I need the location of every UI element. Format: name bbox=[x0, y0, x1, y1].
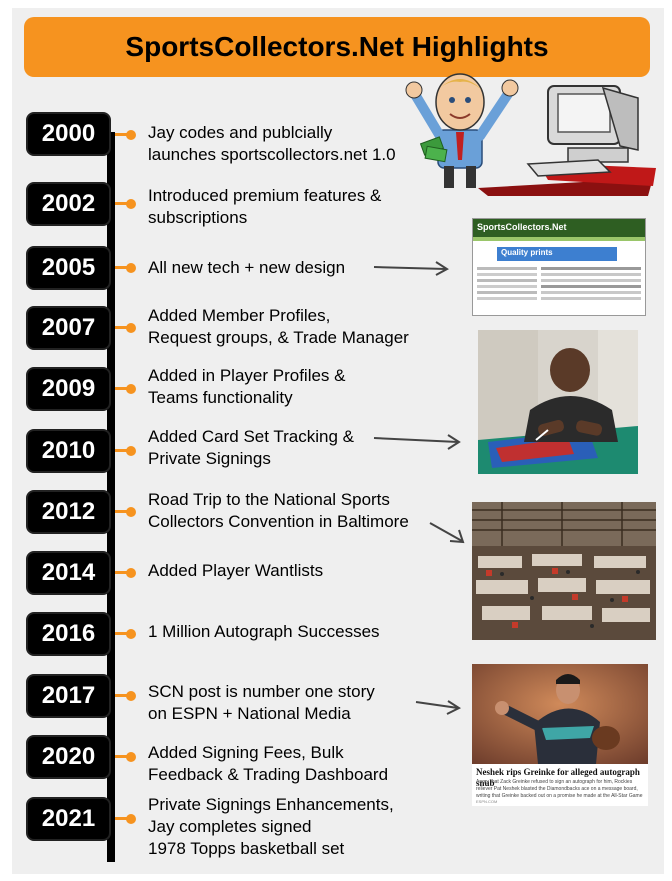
news-body: Angry that Zack Greinke refused to sign … bbox=[476, 779, 643, 799]
event-text: Added in Player Profiles & Teams functio… bbox=[148, 366, 346, 407]
year-badge: 2005 bbox=[26, 246, 111, 290]
timeline-dot bbox=[126, 446, 136, 456]
year-badge: 2000 bbox=[26, 112, 111, 156]
timeline-dot bbox=[126, 814, 136, 824]
connector bbox=[115, 387, 127, 390]
convention-hall-photo bbox=[472, 502, 656, 640]
event-text: 1 Million Autograph Successes bbox=[148, 622, 380, 641]
event-text: Added Card Set Tracking & Private Signin… bbox=[148, 427, 355, 468]
year-badge: 2021 bbox=[26, 797, 111, 841]
year-badge: 2002 bbox=[26, 182, 111, 226]
site-main-text bbox=[541, 267, 641, 300]
arrow-right-icon bbox=[373, 261, 449, 276]
news-source: ESPN.COM bbox=[476, 799, 498, 804]
site-ad-banner: Quality prints bbox=[497, 247, 617, 261]
connector bbox=[115, 755, 127, 758]
timeline-dot bbox=[126, 130, 136, 140]
site-sidebar bbox=[477, 267, 537, 300]
event-text: Added Member Profiles, Request groups, &… bbox=[148, 306, 409, 347]
year-badge: 2017 bbox=[26, 674, 111, 718]
event-text: Jay codes and publcially launches sports… bbox=[148, 123, 396, 164]
private-signing-photo bbox=[478, 330, 638, 474]
timeline-dot bbox=[126, 199, 136, 209]
year-badge: 2016 bbox=[26, 612, 111, 656]
site-logo: SportsCollectors.Net bbox=[477, 222, 567, 232]
arrow-right-icon bbox=[373, 434, 461, 450]
year-badge: 2009 bbox=[26, 367, 111, 411]
connector bbox=[115, 202, 127, 205]
connector bbox=[115, 817, 127, 820]
year-badge: 2007 bbox=[26, 306, 111, 350]
connector bbox=[115, 266, 127, 269]
event-text: Road Trip to the National Sports Collect… bbox=[148, 490, 409, 531]
news-headline: Neshek rips Greinke for alleged autograp… bbox=[476, 767, 640, 788]
timeline-dot bbox=[126, 263, 136, 273]
site-header: SportsCollectors.Net bbox=[473, 219, 645, 237]
timeline-spine bbox=[107, 132, 115, 862]
event-text: SCN post is number one story on ESPN + N… bbox=[148, 682, 375, 723]
news-article-card: Neshek rips Greinke for alleged autograp… bbox=[472, 664, 648, 806]
pitcher-photo bbox=[472, 664, 648, 764]
year-badge: 2012 bbox=[26, 490, 111, 534]
connector bbox=[115, 449, 127, 452]
cartoon-illustration bbox=[405, 73, 656, 196]
timeline-dot bbox=[126, 323, 136, 333]
site-content bbox=[477, 267, 641, 300]
connector bbox=[115, 133, 127, 136]
website-screenshot: SportsCollectors.Net Quality prints bbox=[472, 218, 646, 316]
connector bbox=[115, 510, 127, 513]
event-text: Added Signing Fees, Bulk Feedback & Trad… bbox=[148, 743, 389, 784]
connector bbox=[115, 694, 127, 697]
timeline-dot bbox=[126, 568, 136, 578]
header-banner: SportsCollectors.Net Highlights bbox=[24, 17, 650, 77]
timeline-dot bbox=[126, 691, 136, 701]
timeline-dot bbox=[126, 752, 136, 762]
event-text: All new tech + new design bbox=[148, 258, 346, 277]
arrow-down-right-icon bbox=[429, 522, 465, 544]
year-badge: 2020 bbox=[26, 735, 111, 779]
connector bbox=[115, 326, 127, 329]
page-title: SportsCollectors.Net Highlights bbox=[125, 31, 549, 62]
timeline-dot bbox=[126, 507, 136, 517]
event-text: Introduced premium features & subscripti… bbox=[148, 186, 382, 227]
year-badge: 2010 bbox=[26, 429, 111, 473]
timeline-dot bbox=[126, 629, 136, 639]
arrow-right-icon bbox=[415, 700, 462, 715]
site-nav-bar bbox=[473, 237, 645, 241]
timeline-dot bbox=[126, 384, 136, 394]
ad-text: Quality prints bbox=[501, 248, 553, 257]
event-text: Private Signings Enhancements, Jay compl… bbox=[148, 795, 394, 858]
connector bbox=[115, 632, 127, 635]
year-badge: 2014 bbox=[26, 551, 111, 595]
connector bbox=[115, 571, 127, 574]
event-text: Added Player Wantlists bbox=[148, 561, 324, 580]
